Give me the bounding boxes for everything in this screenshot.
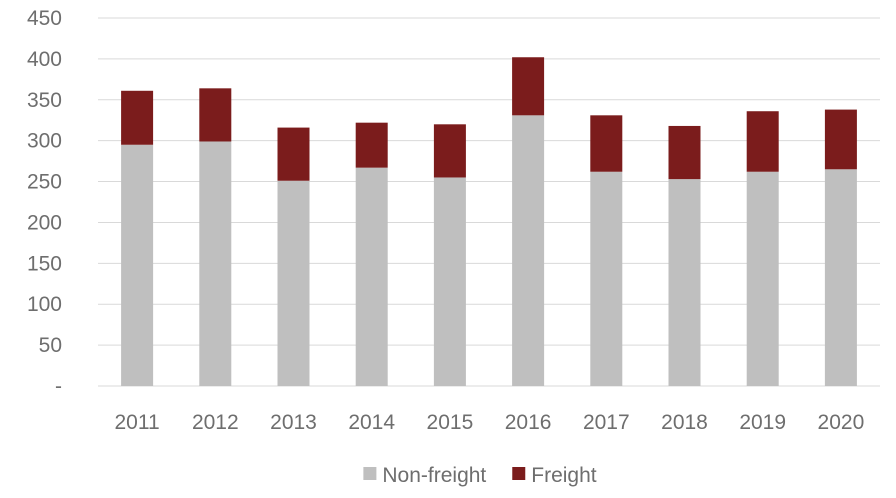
- legend-item-freight: Freight: [512, 464, 597, 487]
- x-axis-ticks: 2011 2012 2013 2014 2015 2016 2017 2018 2019 2020: [115, 411, 865, 434]
- bar-freight-2012: [199, 88, 232, 142]
- y-tick-label: 450: [27, 7, 62, 30]
- x-tick-label: 2018: [661, 411, 708, 434]
- bar-non-freight-2013: [277, 180, 310, 386]
- y-tick-label: 150: [27, 252, 62, 275]
- bar-non-freight-2014: [355, 167, 388, 386]
- bar-freight-2016: [512, 57, 545, 116]
- bar-non-freight-2018: [668, 179, 701, 386]
- bar-freight-2020: [824, 109, 857, 170]
- x-tick-label: 2020: [818, 411, 865, 434]
- y-tick-label: -: [55, 375, 62, 398]
- y-tick-label: 200: [27, 211, 62, 234]
- y-tick-label: 50: [39, 334, 62, 357]
- x-tick-label: 2013: [270, 411, 317, 434]
- legend-item-non-freight: Non-freight: [363, 464, 486, 487]
- legend-label: Freight: [531, 464, 597, 487]
- bar-non-freight-2015: [433, 177, 466, 386]
- bar-non-freight-2016: [512, 115, 545, 386]
- bar-freight-2019: [746, 111, 779, 172]
- x-tick-label: 2011: [115, 411, 160, 434]
- legend-swatch: [512, 467, 526, 480]
- bar-non-freight-2011: [121, 144, 154, 386]
- bar-non-freight-2012: [199, 141, 232, 386]
- bar-non-freight-2017: [590, 171, 623, 386]
- y-tick-label: 400: [27, 48, 62, 71]
- legend-swatch: [363, 467, 377, 480]
- y-tick-label: 100: [27, 293, 62, 316]
- y-tick-label: 300: [27, 130, 62, 153]
- y-tick-label: 250: [27, 171, 62, 194]
- bar-non-freight-2019: [746, 171, 779, 386]
- bar-freight-2013: [277, 127, 310, 181]
- x-tick-label: 2015: [427, 411, 474, 434]
- bar-freight-2017: [590, 115, 623, 172]
- bar-freight-2015: [433, 124, 466, 178]
- legend-label: Non-freight: [382, 464, 486, 487]
- x-tick-label: 2014: [348, 411, 395, 434]
- bar-freight-2011: [121, 90, 154, 145]
- x-tick-label: 2017: [583, 411, 630, 434]
- legend: Non-freight Freight: [363, 464, 597, 487]
- bar-freight-2018: [668, 125, 701, 180]
- x-tick-label: 2016: [505, 411, 552, 434]
- x-tick-label: 2019: [739, 411, 786, 434]
- bar-non-freight-2020: [824, 169, 857, 386]
- bar-freight-2014: [355, 122, 388, 168]
- bars: [121, 57, 857, 386]
- x-tick-label: 2012: [192, 411, 239, 434]
- y-axis-ticks: - 50 100 150 200 250 300 350 400 450: [27, 7, 62, 398]
- y-tick-label: 350: [27, 89, 62, 112]
